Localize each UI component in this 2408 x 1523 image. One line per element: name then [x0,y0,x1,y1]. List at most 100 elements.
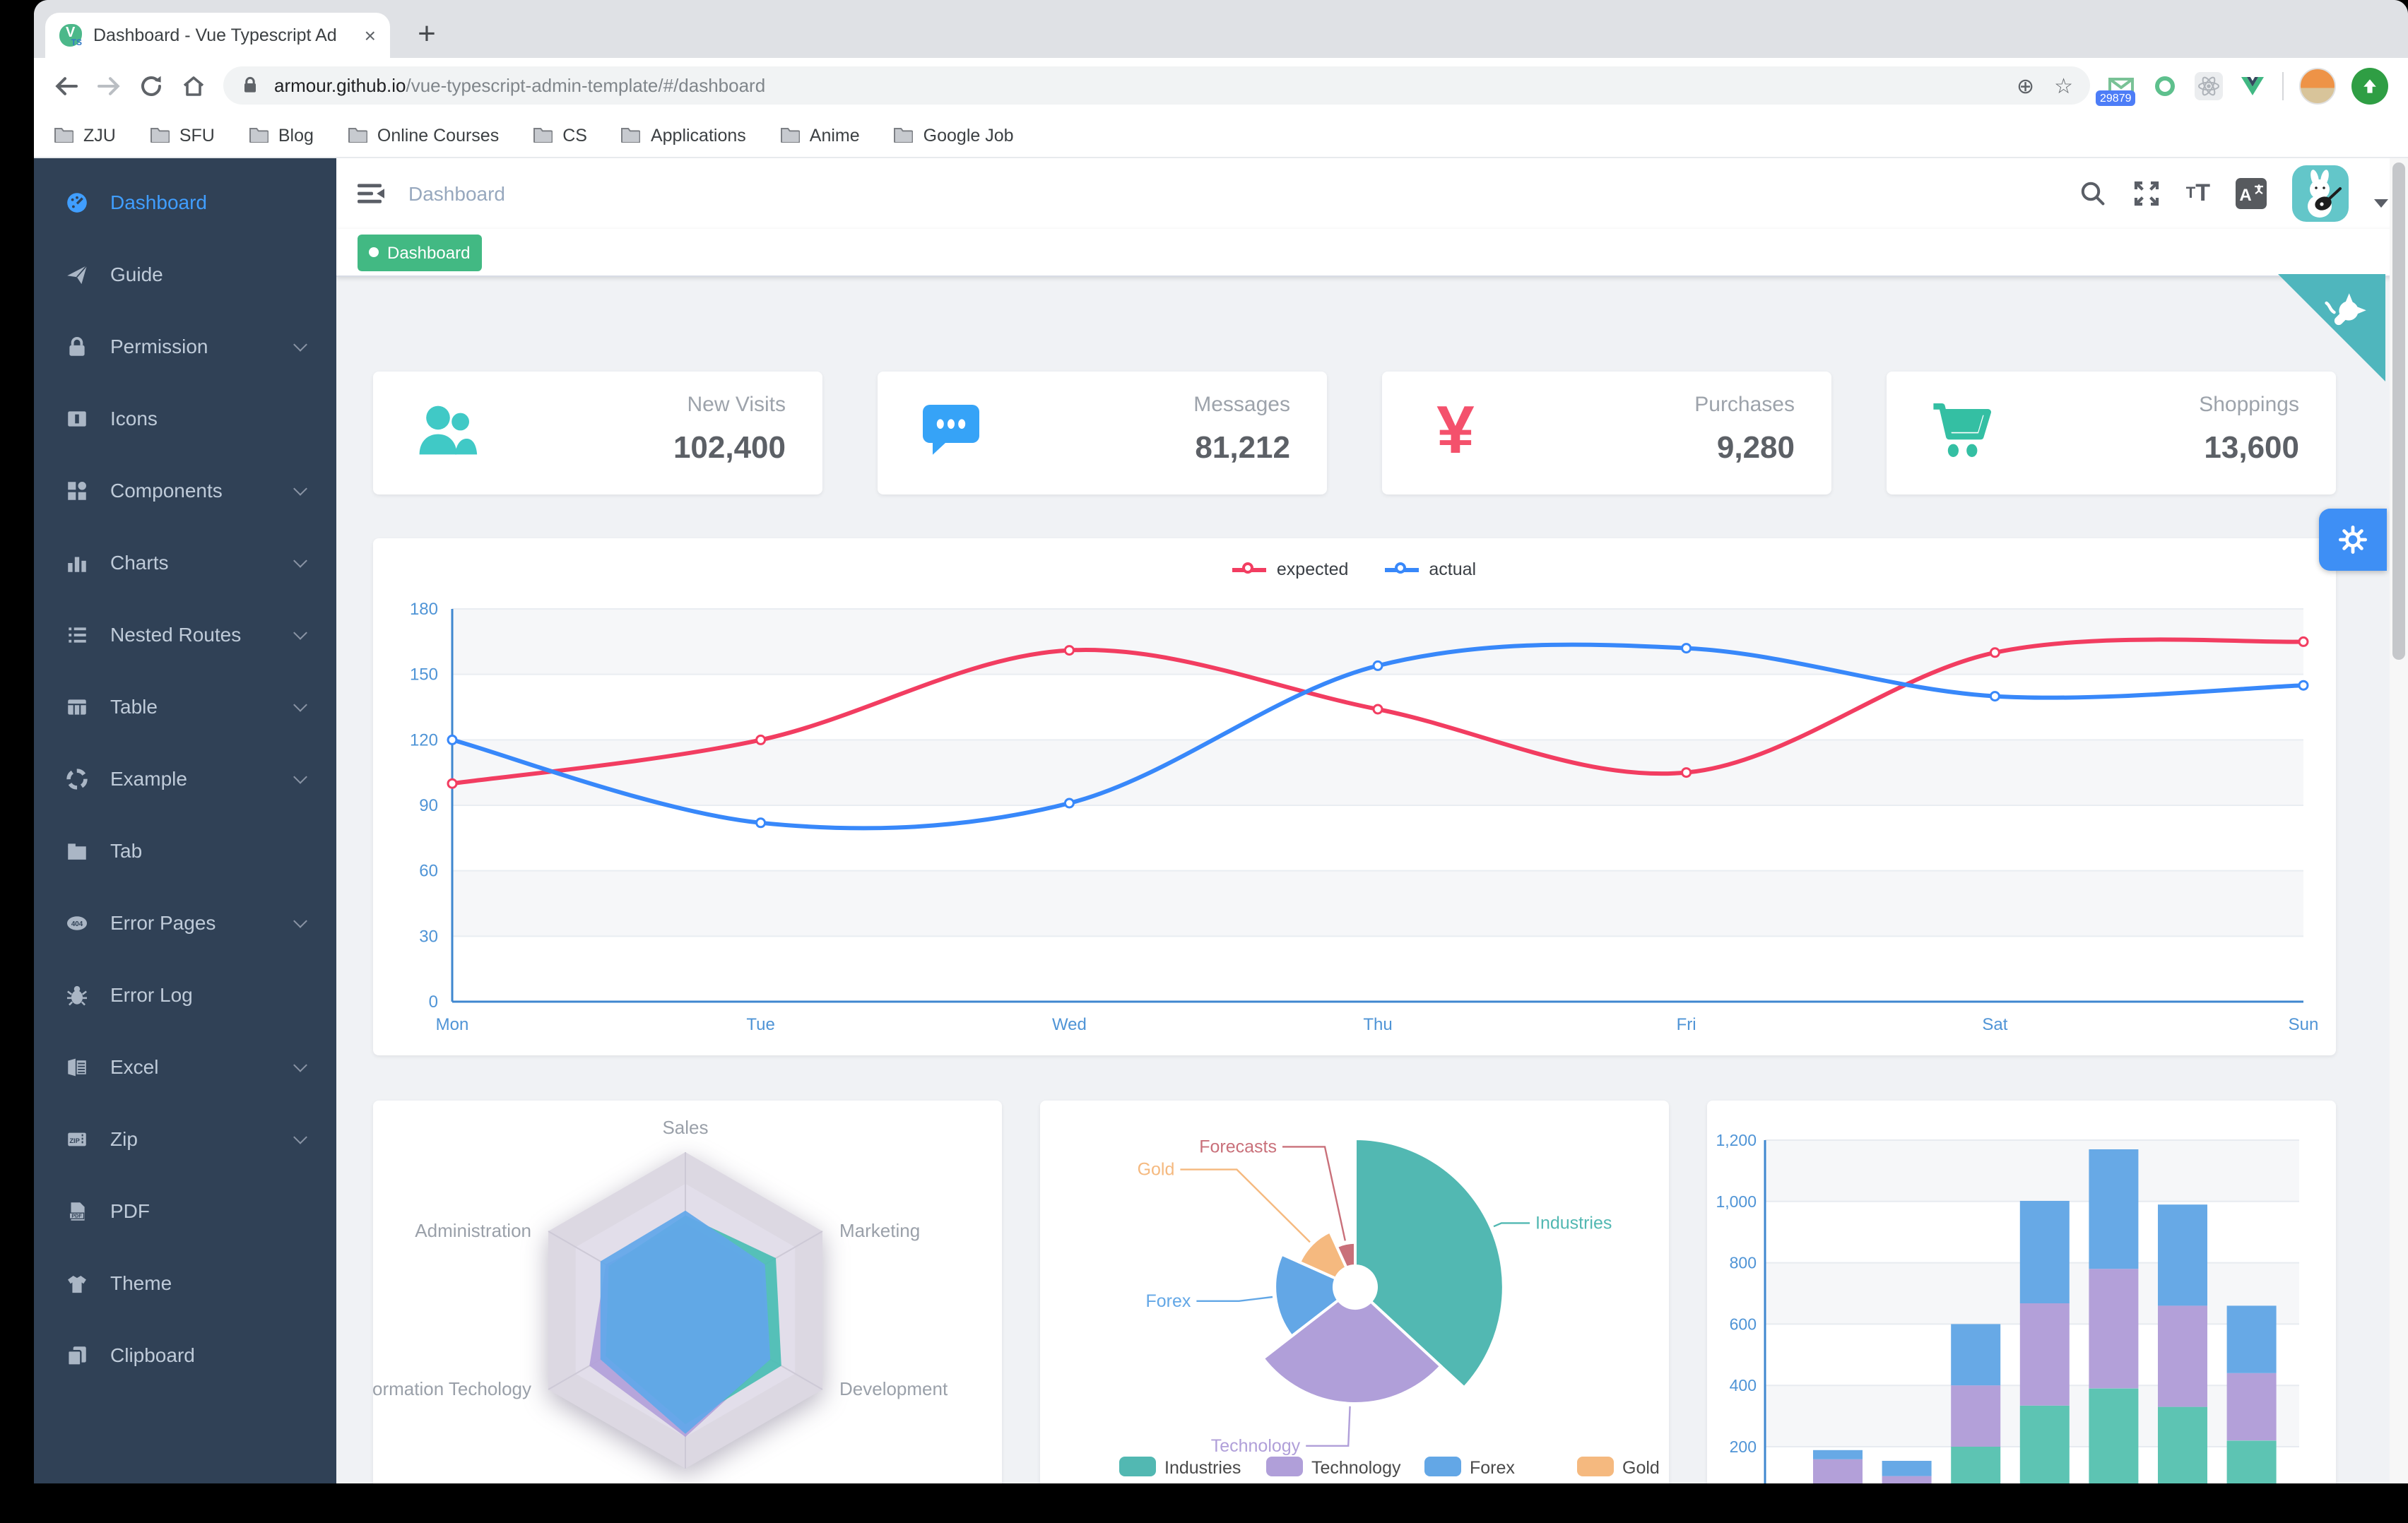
profile-avatar[interactable] [2299,67,2336,104]
svg-text:Technology: Technology [1311,1458,1401,1478]
sidebar-item-dashboard[interactable]: Dashboard [34,165,336,237]
stat-card-shoppings[interactable]: Shoppings 13,600 [1887,372,2336,494]
translate-icon[interactable]: A [2236,178,2267,209]
stat-value: 102,400 [673,429,786,465]
user-avatar[interactable] [2292,165,2349,222]
chevron-down-icon [293,913,307,928]
svg-text:Thu: Thu [1363,1015,1392,1034]
zoom-page-icon[interactable]: ⊕ [2016,74,2035,98]
sidebar-item-nested-routes[interactable]: Nested Routes [34,598,336,670]
browser-tab[interactable]: V TS Dashboard - Vue Typescript Ad × [45,13,390,58]
bookmark-anime[interactable]: Anime [780,124,860,146]
sidebar-item-label: Theme [110,1271,172,1293]
sidebar-item-icons[interactable]: Icons [34,381,336,454]
radar-chart-card: Sales Marketing Development Customer Suppor… [373,1101,1002,1483]
sidebar-item-pdf[interactable]: PDF PDF [34,1174,336,1246]
extension-badge: 29879 [2096,90,2136,105]
vue-extension-icon[interactable] [2238,71,2267,100]
hamburger-icon[interactable] [358,179,386,208]
sidebar-item-tab[interactable]: Tab [34,814,336,886]
svg-text:180: 180 [410,600,438,619]
stat-value: 81,212 [1195,429,1290,465]
sidebar-item-error-pages[interactable]: 404 Error Pages [34,886,336,958]
charts-icon [65,550,90,573]
home-icon[interactable] [172,63,215,108]
bookmark-applications[interactable]: Applications [621,124,746,146]
bookmark-star-icon[interactable]: ☆ [2054,74,2073,98]
stat-card-new-visits[interactable]: New Visits 102,400 [373,372,822,494]
sidebar-item-theme[interactable]: Theme [34,1246,336,1318]
reload-icon[interactable] [130,63,172,108]
browser-window: V TS Dashboard - Vue Typescript Ad × + ar… [34,0,2408,1483]
shopping-cart-icon [1926,396,1994,470]
svg-text:¥: ¥ [1436,396,1474,463]
ring-extension-icon[interactable] [2151,71,2179,100]
tab-close-icon[interactable]: × [364,24,376,47]
mail-extension-icon[interactable]: 29879 [2096,71,2136,105]
bookmark-blog[interactable]: Blog [249,124,314,146]
svg-text:Sat: Sat [1982,1015,2007,1034]
chevron-down-icon [293,697,307,711]
dashboard-icon [65,190,90,213]
react-extension-icon[interactable] [2195,71,2223,100]
bookmark-cs[interactable]: CS [533,124,587,146]
theme-icon [65,1271,90,1293]
folder-icon [54,124,74,146]
svg-text:Gold: Gold [1138,1160,1175,1180]
bookmark-google-job[interactable]: Google Job [894,124,1014,146]
svg-text:A: A [2239,186,2251,205]
sidebar: Dashboard Guide Permission Icons Components C… [34,158,336,1483]
chevron-down-icon[interactable] [2374,199,2388,208]
search-icon[interactable] [2079,179,2107,208]
sidebar-item-table[interactable]: Table [34,670,336,742]
back-icon[interactable] [45,63,88,108]
sidebar-item-clipboard[interactable]: Clipboard [34,1318,336,1390]
page-scrollbar[interactable] [2390,158,2408,1483]
sidebar-item-example[interactable]: Example [34,742,336,814]
bookmark-online-courses[interactable]: Online Courses [348,124,499,146]
bar-chart-card: 1,200 1,000 800 600 400 200 [1707,1101,2336,1483]
sidebar-item-label: Error Pages [110,911,216,933]
svg-text:Industries: Industries [1164,1458,1241,1478]
new-tab-button[interactable]: + [418,16,436,51]
bookmark-sfu[interactable]: SFU [150,124,215,146]
svg-text:Sun: Sun [2289,1015,2319,1034]
browser-toolbar: armour.github.io/vue-typescript-admin-te… [34,58,2408,113]
github-corner-ribbon[interactable] [2278,274,2385,381]
forward-icon[interactable] [88,63,130,108]
url-bar[interactable]: armour.github.io/vue-typescript-admin-te… [223,66,2090,105]
settings-button[interactable] [2319,509,2387,571]
chevron-down-icon [293,1130,307,1144]
chevron-down-icon [293,553,307,567]
sidebar-item-zip[interactable]: ZIP Zip [34,1102,336,1174]
sidebar-item-components[interactable]: Components [34,454,336,526]
stat-value: 13,600 [2204,429,2299,465]
sidebar-item-error-log[interactable]: Error Log [34,958,336,1030]
update-browser-icon[interactable] [2351,67,2388,104]
stat-label: Purchases [1694,393,1795,417]
sidebar-item-excel[interactable]: Excel [34,1030,336,1102]
dashboard-area: New Visits 102,400 Messages 81,212 ¥ Purchase… [336,277,2408,1483]
error-pages-icon: 404 [65,911,90,933]
svg-text:30: 30 [419,927,438,946]
table-icon [65,694,90,717]
fullscreen-icon[interactable] [2132,179,2161,208]
sidebar-item-charts[interactable]: Charts [34,526,336,598]
stat-card-purchases[interactable]: ¥ Purchases 9,280 [1382,372,1831,494]
scrollbar-thumb[interactable] [2392,162,2405,660]
svg-text:Administration: Administration [415,1220,531,1241]
sidebar-item-permission[interactable]: Permission [34,309,336,381]
sidebar-item-guide[interactable]: Guide [34,237,336,309]
stat-card-messages[interactable]: Messages 81,212 [878,372,1327,494]
pie-chart-card: Industries Technology Forex Gold Forecasts In… [1040,1101,1669,1483]
sidebar-item-label: Charts [110,550,169,573]
svg-text:200: 200 [1730,1438,1757,1456]
components-icon [65,478,90,501]
legend-item-actual[interactable]: actual [1385,559,1476,579]
tag-dashboard[interactable]: Dashboard [358,234,482,271]
bookmark-zju[interactable]: ZJU [54,124,116,146]
legend-item-expected[interactable]: expected [1232,559,1348,579]
